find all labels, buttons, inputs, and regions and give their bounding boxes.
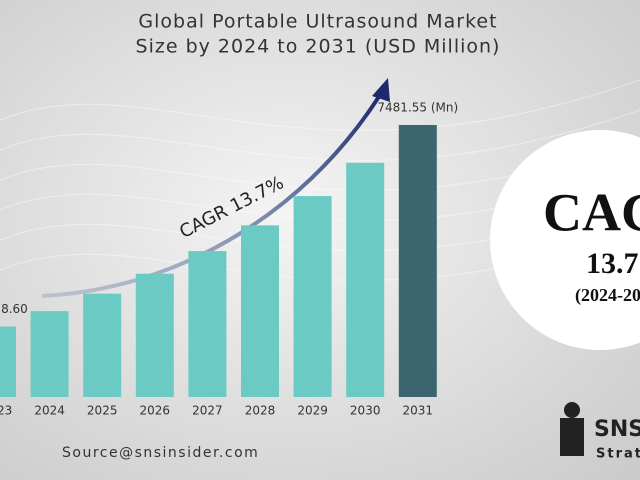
bar [398,124,437,397]
growth-arrow [41,93,382,298]
bar [293,196,332,397]
bar [188,251,227,397]
badge-period: (2024-2031) [575,285,640,306]
bar [83,293,122,397]
logo: SNS Strategy [560,402,640,462]
x-tick-label: 2031 [403,404,434,418]
x-tick-label: 2027 [192,404,223,418]
logo-icon [564,402,580,418]
x-tick-label: 2030 [350,404,381,418]
badge-rate: 13.7% [586,247,640,280]
x-tick-label: 2023 [0,404,12,418]
x-tick-label: 2024 [34,404,65,418]
bar [0,326,16,397]
x-tick-label: 2029 [297,404,328,418]
arrow-head [372,78,390,102]
value-label: 7481.55 (Mn) [377,100,458,114]
logo-icon [560,418,584,456]
chart-title: Global Portable Ultrasound Market [138,11,497,33]
bar [241,225,279,397]
x-tick-label: 2026 [140,404,171,418]
cagr-badge [490,130,640,350]
value-label: 2678.60 [0,302,28,316]
bar [135,273,174,397]
chart-title: Size by 2024 to 2031 (USD Million) [136,36,501,58]
bar [346,162,385,397]
x-tick-label: 2025 [87,404,118,418]
bar [30,311,69,397]
x-tick-label: 2028 [245,404,276,418]
badge-label: CAGR [543,182,640,242]
source: Source@snsinsider.com [62,445,259,461]
logo-name: SNS [594,417,640,442]
logo-tagline: Strategy [596,447,640,462]
